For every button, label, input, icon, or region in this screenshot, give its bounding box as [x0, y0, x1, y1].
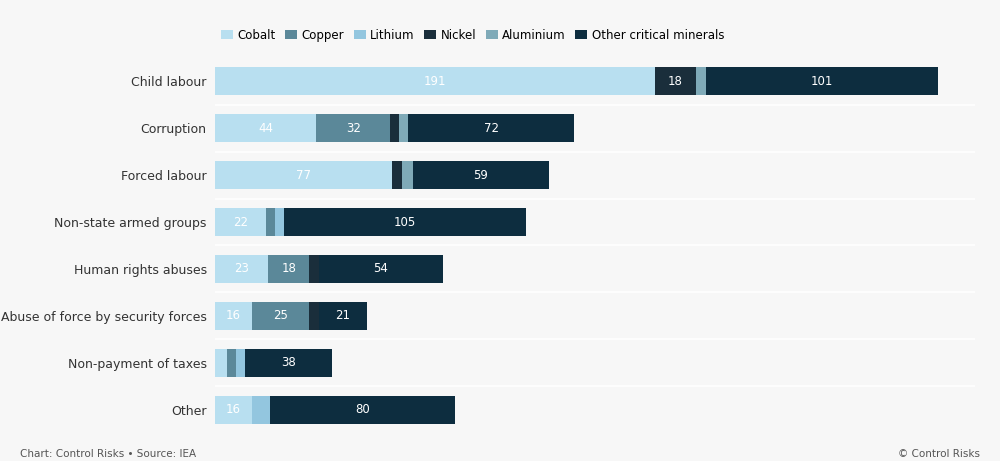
Text: 44: 44	[258, 122, 273, 135]
Text: 77: 77	[296, 169, 311, 182]
Bar	[706, 67, 938, 95]
Bar	[309, 255, 319, 283]
Text: 22: 22	[233, 215, 248, 229]
Text: 25: 25	[273, 309, 288, 322]
Bar	[402, 161, 413, 189]
Bar	[227, 349, 236, 377]
Bar	[268, 255, 309, 283]
Bar	[215, 114, 316, 142]
Bar	[252, 396, 270, 424]
Bar	[215, 255, 268, 283]
Bar	[390, 114, 399, 142]
Bar	[309, 302, 319, 330]
Text: Chart: Control Risks • Source: IEA: Chart: Control Risks • Source: IEA	[20, 449, 196, 459]
Legend: Cobalt, Copper, Lithium, Nickel, Aluminium, Other critical minerals: Cobalt, Copper, Lithium, Nickel, Alumini…	[221, 29, 724, 42]
Text: 105: 105	[394, 215, 416, 229]
Text: 18: 18	[281, 262, 296, 276]
Text: 18: 18	[668, 75, 683, 88]
Bar	[284, 208, 526, 236]
Text: 54: 54	[373, 262, 388, 276]
Bar	[696, 67, 706, 95]
Text: 16: 16	[226, 403, 241, 416]
Bar	[215, 302, 252, 330]
Text: 16: 16	[226, 309, 241, 322]
Text: 38: 38	[281, 356, 296, 369]
Bar	[316, 114, 390, 142]
Bar	[655, 67, 696, 95]
Text: 21: 21	[335, 309, 350, 322]
Bar	[413, 161, 549, 189]
Bar	[270, 396, 455, 424]
Bar	[215, 349, 227, 377]
Text: © Control Risks: © Control Risks	[898, 449, 980, 459]
Bar	[215, 67, 655, 95]
Text: 72: 72	[484, 122, 499, 135]
Bar	[215, 208, 266, 236]
Text: 32: 32	[346, 122, 361, 135]
Text: 191: 191	[424, 75, 446, 88]
Bar	[266, 208, 275, 236]
Bar	[236, 349, 245, 377]
Text: 59: 59	[474, 169, 488, 182]
Bar	[408, 114, 574, 142]
Bar	[399, 114, 408, 142]
Bar	[319, 302, 367, 330]
Bar	[245, 349, 332, 377]
Text: 23: 23	[234, 262, 249, 276]
Bar	[275, 208, 284, 236]
Text: 101: 101	[811, 75, 833, 88]
Bar	[215, 396, 252, 424]
Bar	[319, 255, 443, 283]
Bar	[392, 161, 402, 189]
Text: 80: 80	[355, 403, 370, 416]
Bar	[215, 161, 392, 189]
Bar	[252, 302, 309, 330]
